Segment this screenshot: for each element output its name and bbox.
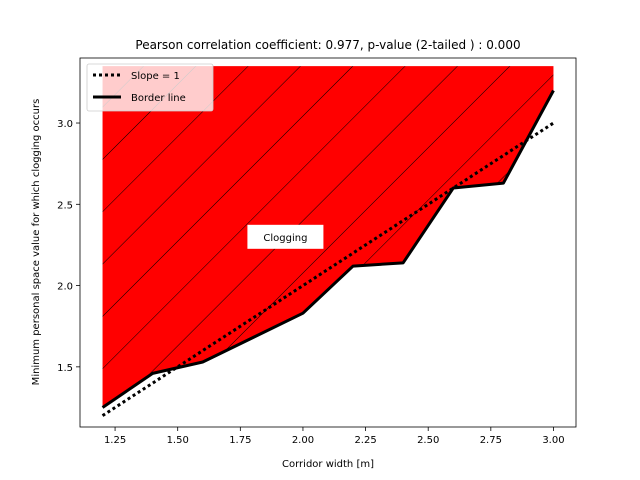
x-tick-label: 2.50 xyxy=(417,435,439,446)
legend: Slope = 1 Border line xyxy=(86,63,214,112)
series-border-line xyxy=(101,89,555,409)
legend-label-slope: Slope = 1 xyxy=(131,71,180,82)
clogging-region xyxy=(102,66,554,408)
x-tick-label: 3.00 xyxy=(542,435,564,446)
y-tick-label: 1.5 xyxy=(57,363,73,374)
x-axis-label: Corridor width [m] xyxy=(282,459,374,470)
x-tick-label: 2.00 xyxy=(292,435,314,446)
x-tick-label: 2.75 xyxy=(480,435,502,446)
chart-title: Pearson correlation coefficient: 0.977, … xyxy=(135,38,520,52)
annotation-box xyxy=(247,224,324,249)
y-axis-label: Minimum personal space value for which c… xyxy=(31,99,42,386)
annotation-clogging: Clogging xyxy=(263,233,307,244)
x-tick-label: 1.75 xyxy=(229,435,251,446)
legend-label-border: Border line xyxy=(131,93,186,104)
plot-frame xyxy=(79,57,577,428)
y-tick-label: 2.0 xyxy=(57,282,73,293)
x-tick-label: 1.50 xyxy=(167,435,189,446)
x-tick-label: 1.25 xyxy=(104,435,126,446)
x-tick-label: 2.25 xyxy=(354,435,376,446)
y-tick-label: 3.0 xyxy=(57,119,73,130)
y-tick-label: 2.5 xyxy=(57,200,73,211)
